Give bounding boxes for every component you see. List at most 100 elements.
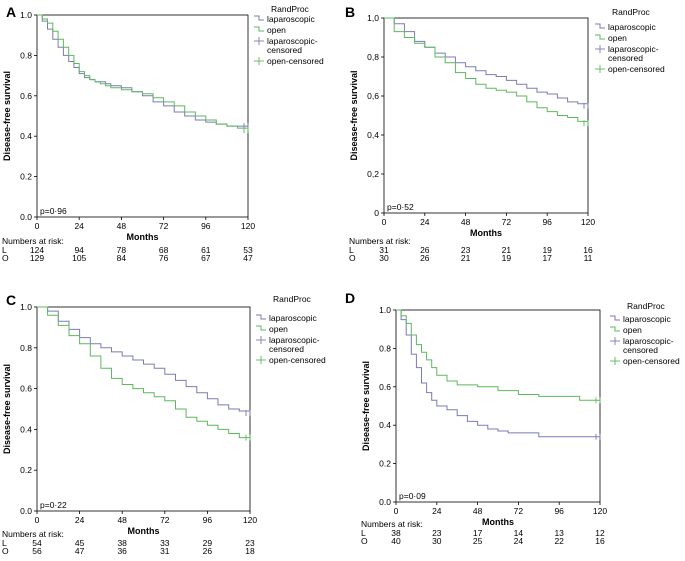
x-tick-label: 72 <box>160 515 170 525</box>
risk-value: 84 <box>117 253 127 263</box>
risk-row-label: O <box>2 253 9 263</box>
survival-line-laparoscopic <box>37 14 248 127</box>
y-tick-label: 1,0 <box>367 13 379 23</box>
legend-entry-laparoscopic: laparoscopic <box>267 14 315 24</box>
risk-value: 36 <box>117 546 127 556</box>
legend-swatch-open <box>254 26 264 32</box>
risk-value: 105 <box>72 253 86 263</box>
x-tick-label: 120 <box>243 515 257 525</box>
risk-header: Numbers at risk: <box>2 529 64 539</box>
risk-value: 38 <box>391 528 401 538</box>
risk-value: 40 <box>391 536 401 546</box>
legend-entry-laparoscopic: laparoscopic <box>623 314 671 324</box>
panel-d: D 0.0 0.2 0.4 0.6 0.8 1.0 0 24 48 72 96 120 Months Dis… <box>345 290 680 546</box>
risk-value: 26 <box>420 253 430 263</box>
risk-header: Numbers at risk: <box>2 236 64 246</box>
legend-swatch-laparoscopic <box>254 15 264 21</box>
y-tick-label: 1.0 <box>20 10 32 20</box>
legend-entry-open-censored: open-censored <box>267 56 324 66</box>
legend: RandProclaparoscopicopenlaparoscopic-cen… <box>254 4 324 66</box>
risk-value: 30 <box>432 536 442 546</box>
risk-value: 78 <box>117 245 127 255</box>
legend-entry-laparoscopic: laparoscopic <box>269 313 317 323</box>
legend-title: RandProc <box>273 294 312 304</box>
legend-entry-open-censored: open-censored <box>608 64 665 74</box>
panel-c: C 0.0 0.2 0.4 0.6 0.8 1.0 0 24 48 72 96 120 Months Dis… <box>2 292 326 556</box>
risk-header: Numbers at risk: <box>349 236 411 246</box>
risk-value: 26 <box>420 245 430 255</box>
y-tick-label: 0 <box>374 208 379 218</box>
risk-row-label: O <box>2 546 9 556</box>
panel-letter: C <box>6 292 16 308</box>
survival-line-laparoscopic <box>396 309 600 438</box>
legend-entry-laparoscopic-censored: censored <box>267 45 302 55</box>
y-axis-label: Disease-free survival <box>2 364 12 454</box>
legend-entry-laparoscopic-censored: censored <box>269 344 304 354</box>
panel-letter: A <box>6 4 16 20</box>
legend-entry-laparoscopic-censored: laparoscopic- <box>608 44 659 54</box>
legend-entry-laparoscopic: laparoscopic <box>608 22 656 32</box>
legend: RandProclaparoscopicopenlaparoscopic-cen… <box>610 301 680 366</box>
risk-value: 76 <box>159 253 169 263</box>
x-tick-label: 72 <box>159 221 169 231</box>
x-tick-label: 72 <box>502 217 512 227</box>
y-tick-label: 0.0 <box>20 506 32 516</box>
y-tick-label: 0,6 <box>367 91 379 101</box>
x-tick-label: 120 <box>581 217 595 227</box>
risk-row-label: O <box>361 536 368 546</box>
y-tick-label: 1.0 <box>379 305 391 315</box>
survival-line-open <box>37 306 250 439</box>
risk-value: 56 <box>32 546 42 556</box>
survival-line-laparoscopic <box>37 306 251 414</box>
legend-entry-laparoscopic-censored: censored <box>623 345 658 355</box>
y-tick-label: 0.0 <box>379 497 391 507</box>
risk-value: 22 <box>554 536 564 546</box>
y-tick-label: 0.8 <box>20 50 32 60</box>
y-tick-label: 0,4 <box>367 130 379 140</box>
risk-value: 23 <box>432 528 442 538</box>
legend-entry-laparoscopic-censored: laparoscopic- <box>267 36 318 46</box>
legend: RandProclaparoscopicopenlaparoscopic-cen… <box>256 294 326 365</box>
risk-row-label: L <box>349 245 354 255</box>
risk-value: 67 <box>201 253 211 263</box>
legend-entry-open: open <box>267 25 286 35</box>
risk-value: 14 <box>514 528 524 538</box>
risk-value: 19 <box>502 253 512 263</box>
panel-b: B 0 0,2 0,4 0,6 0,8 1,0 0 24 48 72 96 120 Months Disea… <box>345 4 665 263</box>
x-tick-label: 24 <box>432 506 442 516</box>
p-value: p=0·52 <box>387 202 414 212</box>
plot-frame <box>36 306 251 512</box>
x-tick-label: 24 <box>420 217 430 227</box>
x-tick-label: 0 <box>382 217 387 227</box>
risk-value: 24 <box>514 536 524 546</box>
risk-value: 47 <box>75 546 85 556</box>
survival-line-open <box>37 14 249 131</box>
risk-row-label: O <box>349 253 356 263</box>
legend-swatch-open <box>610 326 620 332</box>
numbers-at-risk: Numbers at risk:L 31 26 23 21 19 16O 30 26 21 19 17… <box>349 236 593 263</box>
risk-value: 16 <box>583 245 593 255</box>
panel-a: A 0.0 0.2 0.4 0.6 0.8 1.0 0 24 48 72 96 120 Months Dis… <box>2 4 324 263</box>
x-tick-label: 72 <box>514 506 524 516</box>
risk-row-label: L <box>2 538 7 548</box>
legend-title: RandProc <box>612 7 651 17</box>
legend-entry-open: open <box>608 33 627 43</box>
y-tick-label: 0.4 <box>379 420 391 430</box>
risk-value: 47 <box>243 253 253 263</box>
risk-value: 23 <box>245 538 255 548</box>
risk-value: 31 <box>160 546 170 556</box>
survival-line-laparoscopic <box>384 17 589 106</box>
y-tick-label: 0.6 <box>20 384 32 394</box>
plot-frame <box>36 14 249 218</box>
p-value: p=0·96 <box>40 206 67 216</box>
panel-letter: D <box>345 290 355 306</box>
y-tick-label: 0,2 <box>367 169 379 179</box>
x-tick-label: 0 <box>35 221 40 231</box>
legend-swatch-laparoscopic <box>595 23 605 29</box>
x-axis-label: Months <box>128 526 160 536</box>
numbers-at-risk: Numbers at risk:L 38 23 17 14 13 12 O 40 30 25 24 22… <box>361 519 605 546</box>
risk-value: 23 <box>461 245 471 255</box>
y-tick-label: 0.4 <box>20 131 32 141</box>
risk-value: 11 <box>584 253 593 263</box>
